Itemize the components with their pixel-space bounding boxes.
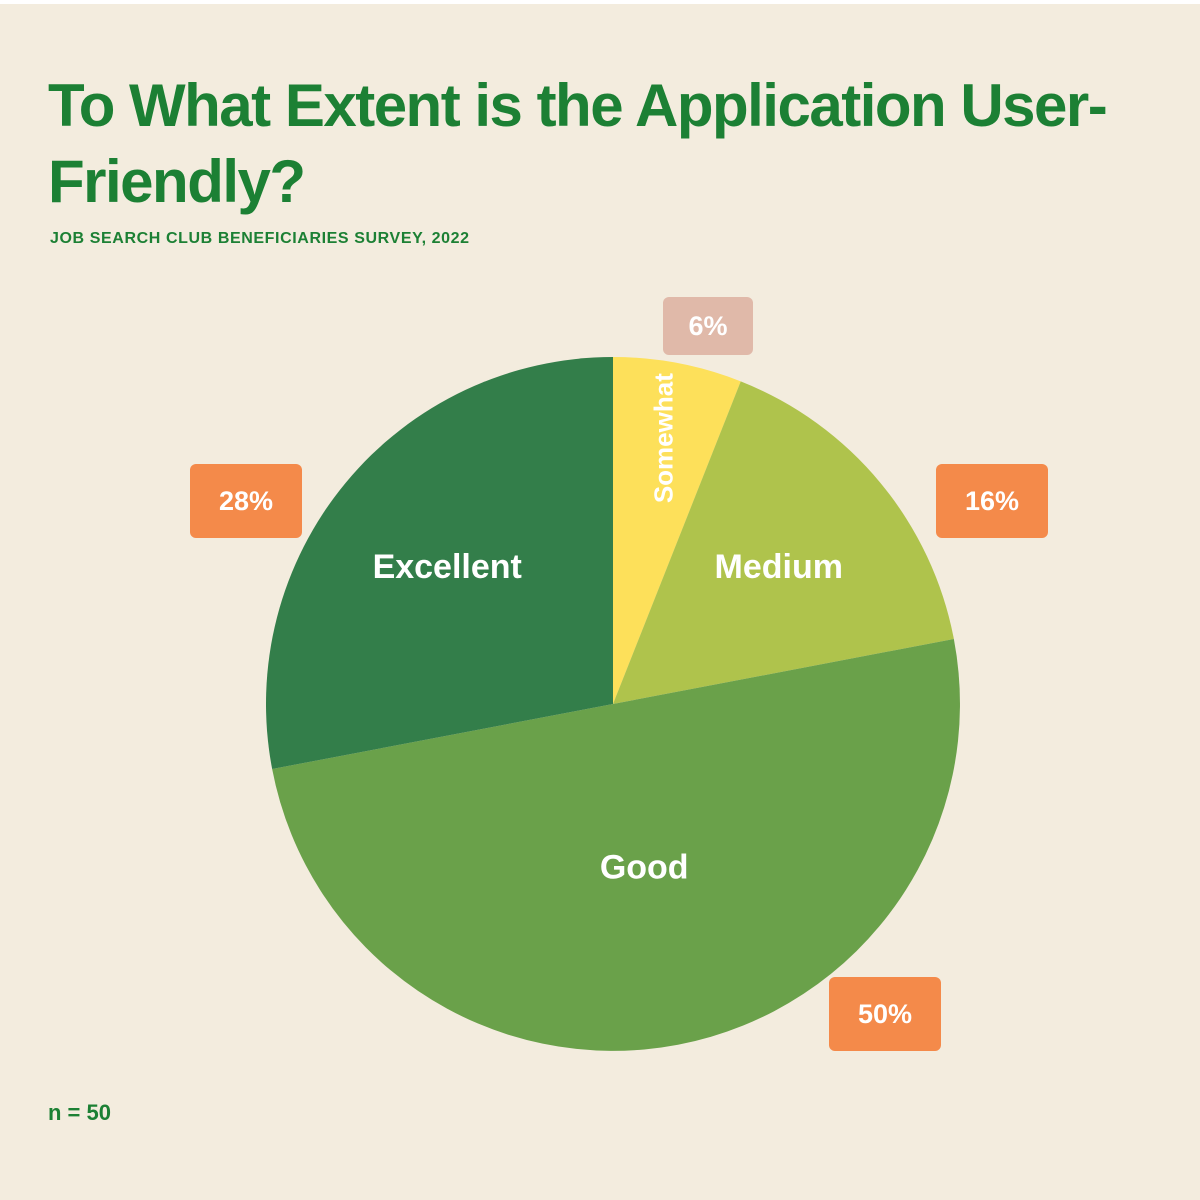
value-label-somewhat: 6% [688,311,727,341]
chart-title: To What Extent is the Application User-F… [48,72,1108,215]
value-badge-box [936,464,1048,538]
pie-slice-excellent [266,357,613,770]
pie-slice-good [272,638,960,1051]
slice-label-excellent: Excellent [373,548,522,586]
value-badge-excellent: 28% [190,464,302,538]
pie-slice-medium [613,381,954,704]
chart-subtitle: JOB SEARCH CLUB BENEFICIARIES SURVEY, 20… [50,230,470,247]
pie-slice-somewhat [613,357,741,704]
value-label-medium: 16% [965,486,1019,516]
value-badge-box [829,977,941,1051]
value-label-excellent: 28% [219,486,273,516]
chart-canvas: To What Extent is the Application User-F… [0,4,1200,1200]
value-badge-good: 50% [829,977,941,1051]
slice-label-good: Good [600,849,689,887]
sample-size-note: n = 50 [48,1100,111,1125]
value-badge-medium: 16% [936,464,1048,538]
value-label-good: 50% [858,999,912,1029]
value-badge-box [190,464,302,538]
slice-label-medium: Medium [715,548,843,586]
value-badge-somewhat: 6% [663,297,753,355]
pie-chart: Somewhat 6% Medium 16% Good 50% Excellent 28% [190,297,1048,1051]
value-badge-box [663,297,753,355]
slice-label-somewhat: Somewhat [649,373,679,503]
